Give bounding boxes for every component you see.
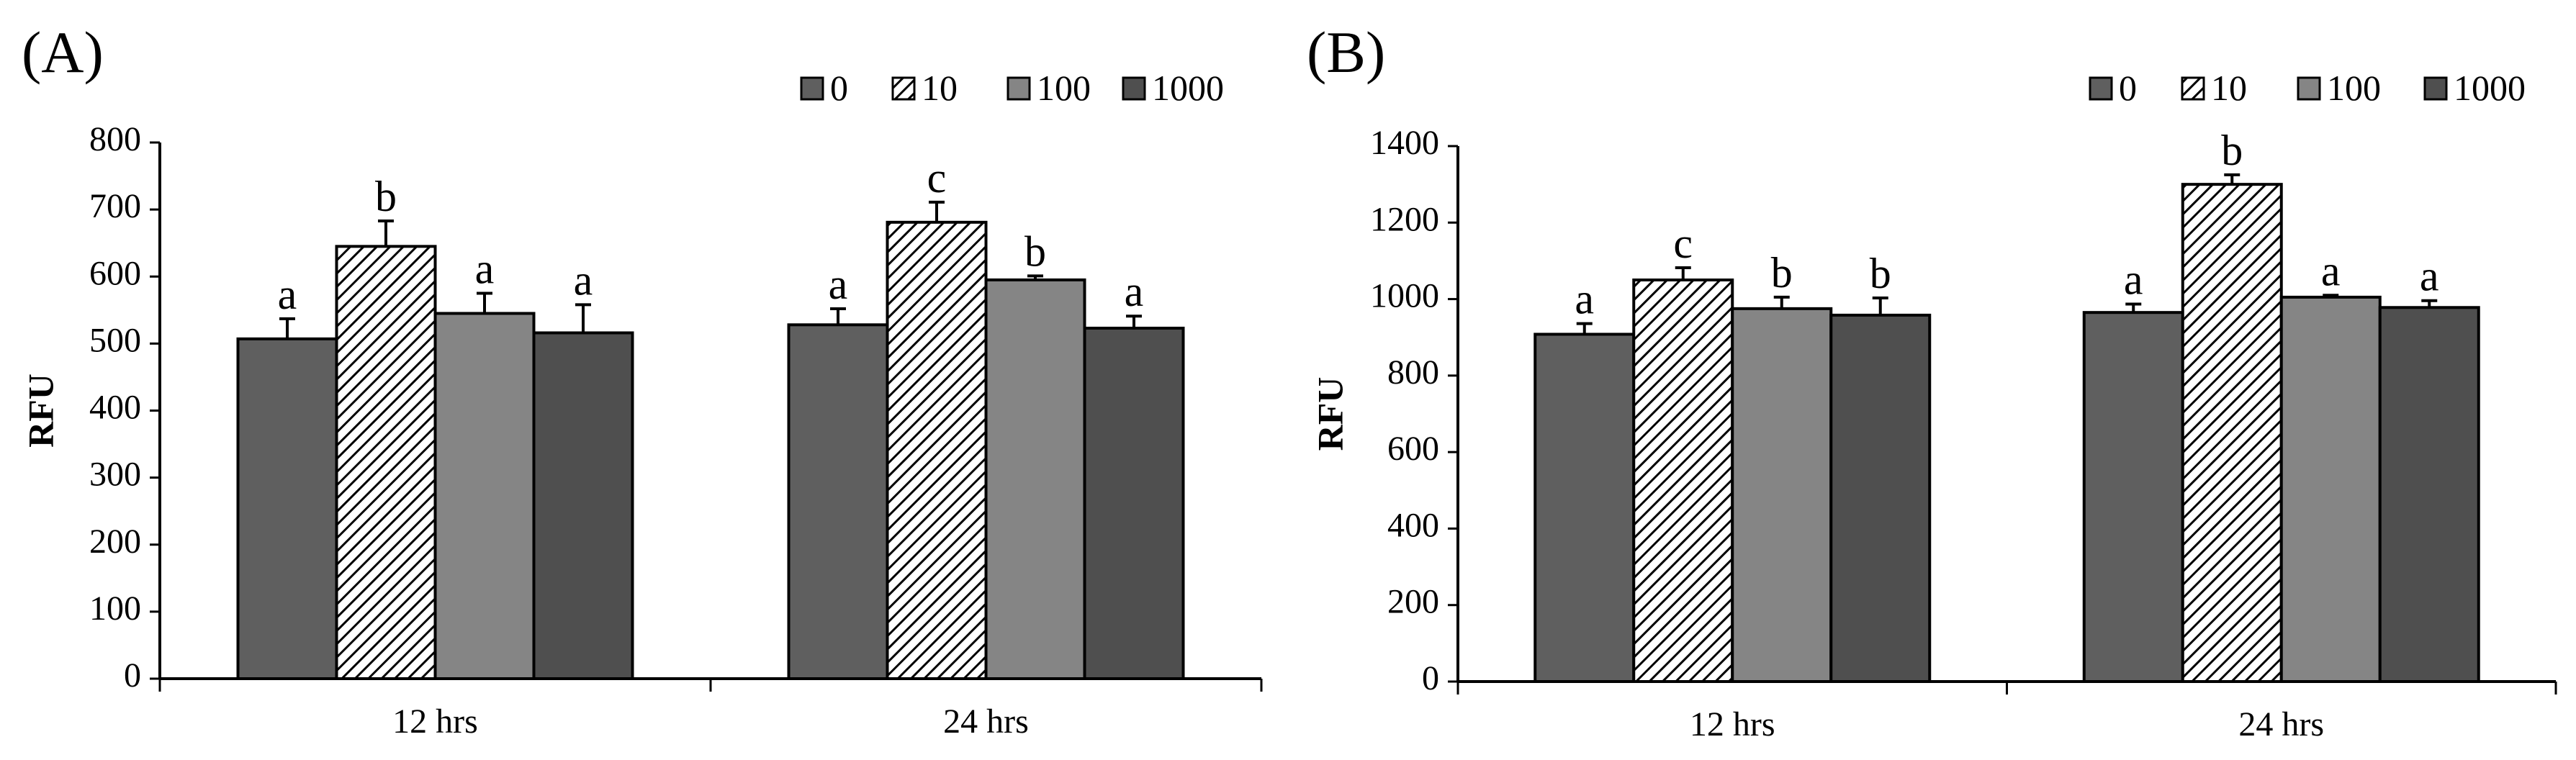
y-tick-label: 800 (89, 120, 141, 158)
y-tick-label: 800 (1387, 353, 1439, 392)
significance-letter: b (375, 173, 397, 220)
figure: (A)RFU010020030040050060070080012 hrsaba… (0, 0, 2576, 760)
legend-swatch-100 (1008, 78, 1030, 99)
significance-letter: c (1673, 220, 1693, 267)
y-tick-label: 600 (1387, 430, 1439, 468)
significance-letter: a (278, 271, 297, 318)
significance-letter: b (1771, 249, 1793, 297)
legend-swatch-100 (2298, 78, 2320, 99)
legend-swatch-1000 (2425, 78, 2446, 99)
significance-letter: b (1870, 250, 1891, 297)
legend-label-100: 100 (2327, 68, 2381, 108)
significance-letter: a (574, 256, 593, 304)
y-tick-label: 200 (1387, 583, 1439, 621)
significance-letter: a (475, 245, 495, 293)
bar-100-0 (1732, 309, 1831, 682)
y-tick-label: 0 (124, 656, 141, 695)
y-axis-label: RFU (20, 374, 60, 448)
x-tick-label: 12 hrs (392, 702, 478, 741)
significance-letter: a (829, 261, 848, 308)
legend-swatch-10 (893, 78, 914, 99)
bar-10-0 (1634, 280, 1732, 682)
significance-letter: a (1125, 268, 1144, 315)
y-axis-label: RFU (1310, 377, 1350, 451)
bar-1000-1 (1085, 328, 1184, 679)
y-tick-label: 500 (89, 321, 141, 359)
significance-letter: c (927, 154, 947, 202)
y-tick-label: 300 (89, 456, 141, 494)
bar-100-0 (436, 313, 534, 679)
significance-letter: b (1024, 227, 1046, 275)
bar-10-0 (337, 246, 436, 679)
significance-letter: a (2420, 253, 2439, 300)
legend-label-0: 0 (2119, 68, 2137, 108)
bar-10-1 (2183, 184, 2282, 682)
legend-label-1000: 1000 (2454, 68, 2526, 108)
y-tick-label: 200 (89, 522, 141, 561)
bar-0-0 (238, 339, 337, 679)
legend-swatch-1000 (1123, 78, 1145, 99)
legend-label-10: 10 (2211, 68, 2247, 108)
legend-label-0: 0 (830, 68, 848, 108)
y-tick-label: 400 (1387, 506, 1439, 544)
y-tick-label: 600 (89, 254, 141, 292)
significance-letter: a (1575, 276, 1594, 323)
legend-swatch-0 (801, 78, 823, 99)
bar-0-0 (1535, 334, 1634, 682)
legend-swatch-10 (2182, 78, 2204, 99)
bar-0-1 (2084, 312, 2183, 682)
y-tick-label: 1200 (1370, 200, 1439, 238)
y-tick-label: 400 (89, 389, 141, 427)
x-tick-label: 24 hrs (943, 702, 1029, 741)
bar-100-1 (2282, 297, 2380, 682)
panel-label-b: (B) (1307, 19, 1385, 85)
bar-1000-0 (1831, 315, 1929, 682)
bar-1000-1 (2380, 307, 2479, 682)
panel-label-a: (A) (22, 19, 104, 85)
y-tick-label: 1000 (1370, 277, 1439, 315)
y-tick-label: 0 (1422, 659, 1439, 697)
significance-letter: b (2221, 127, 2243, 174)
x-tick-label: 24 hrs (2238, 705, 2324, 743)
bar-0-1 (789, 325, 888, 679)
bar-100-1 (986, 280, 1085, 679)
significance-letter: a (2124, 255, 2143, 303)
y-tick-label: 1400 (1370, 124, 1439, 162)
bar-1000-0 (534, 332, 633, 679)
legend-label-1000: 1000 (1152, 68, 1224, 108)
legend-label-10: 10 (922, 68, 958, 108)
x-tick-label: 12 hrs (1690, 705, 1775, 743)
legend-swatch-0 (2090, 78, 2112, 99)
bar-10-1 (888, 222, 986, 679)
significance-letter: a (2321, 247, 2341, 294)
y-tick-label: 100 (89, 589, 141, 628)
y-tick-label: 700 (89, 187, 141, 225)
legend-label-100: 100 (1037, 68, 1091, 108)
